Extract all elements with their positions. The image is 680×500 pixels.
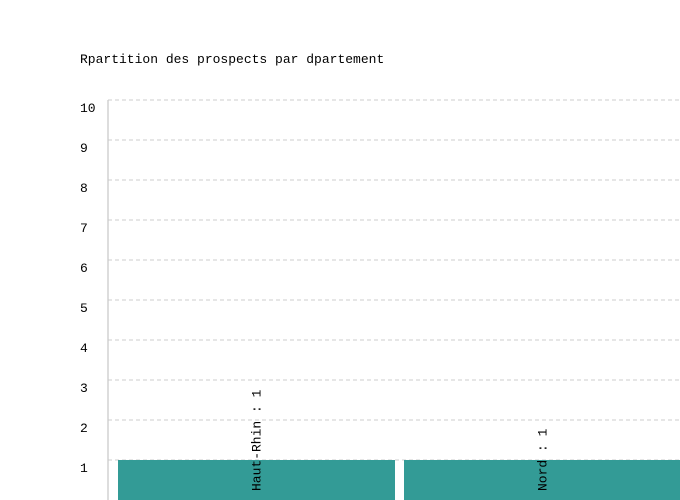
value-label: Haut-Rhin : 1: [250, 389, 265, 491]
bar: [118, 460, 395, 500]
y-tick-label: 7: [80, 221, 88, 236]
y-tick-label: 4: [80, 341, 88, 356]
y-tick-label: 3: [80, 381, 88, 396]
y-tick-label: 2: [80, 421, 88, 436]
chart-title: Rpartition des prospects par dpartement: [80, 52, 384, 67]
value-label: Nord : 1: [536, 428, 551, 491]
y-tick-label: 10: [80, 101, 96, 116]
y-tick-label: 8: [80, 181, 88, 196]
y-tick-label: 9: [80, 141, 88, 156]
y-tick-label: 6: [80, 261, 88, 276]
bar: [404, 460, 680, 500]
y-tick-label: 5: [80, 301, 88, 316]
y-tick-label: 1: [80, 461, 88, 476]
